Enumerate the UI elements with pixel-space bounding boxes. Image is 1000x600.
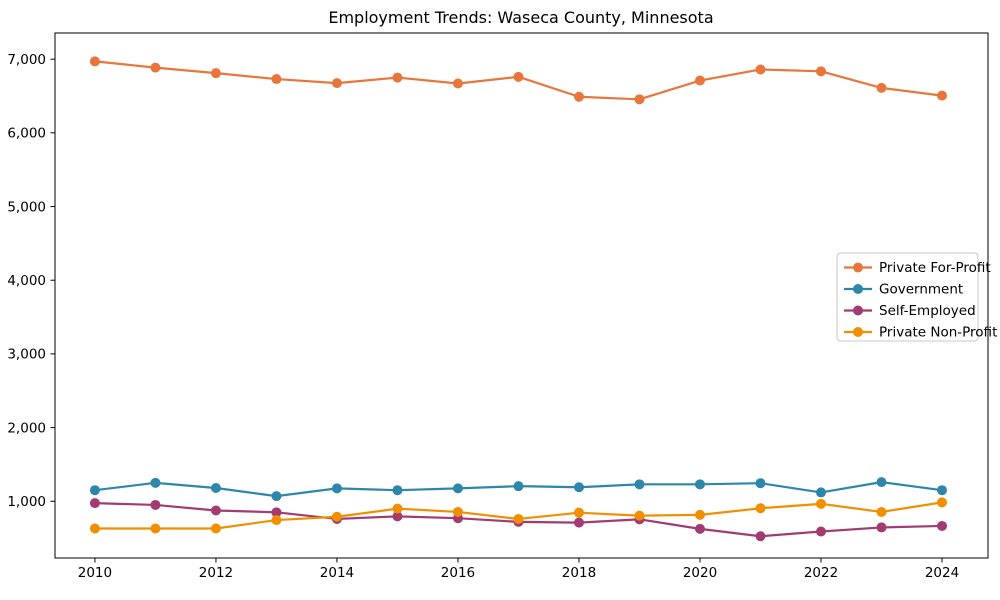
data-point-marker[interactable] — [513, 481, 524, 492]
axes: 1,000 2,000 3,000 4,000 5,000 6,000 7,000 2010 2… — [7, 32, 989, 581]
legend-marker-icon — [853, 262, 863, 273]
data-point-marker[interactable] — [331, 511, 342, 522]
legend-label: Private Non-Profit — [879, 325, 997, 341]
legend-entry[interactable]: Private Non-Profit — [844, 325, 997, 341]
data-point-marker[interactable] — [392, 485, 403, 496]
data-point-marker[interactable] — [816, 66, 827, 77]
data-point-marker[interactable] — [876, 522, 887, 533]
data-point-marker[interactable] — [271, 74, 282, 85]
legend-label: Private For-Profit — [879, 260, 991, 276]
data-point-marker[interactable] — [694, 479, 705, 490]
data-point-marker[interactable] — [694, 75, 705, 86]
data-point-marker[interactable] — [876, 477, 887, 488]
legend-label: Government — [879, 282, 963, 298]
legend-marker-icon — [853, 284, 863, 294]
data-point-marker[interactable] — [210, 505, 221, 516]
legend-marker-icon — [853, 305, 863, 316]
data-point-marker[interactable] — [89, 523, 100, 534]
x-tick-label: 2022 — [804, 565, 838, 581]
data-point-marker[interactable] — [694, 509, 705, 520]
legend-entry[interactable]: Self-Employed — [844, 303, 976, 319]
series-government — [89, 477, 948, 502]
data-point-marker[interactable] — [150, 523, 161, 534]
data-point-marker[interactable] — [634, 510, 645, 521]
data-point-marker[interactable] — [513, 71, 524, 82]
y-tick-label: 6,000 — [7, 126, 46, 142]
y-tick-label: 2,000 — [7, 420, 46, 436]
data-point-marker[interactable] — [937, 497, 948, 508]
data-point-marker[interactable] — [694, 523, 705, 534]
data-point-marker[interactable] — [452, 506, 463, 517]
data-point-marker[interactable] — [816, 498, 827, 509]
data-point-marker[interactable] — [937, 90, 948, 101]
legend-label: Self-Employed — [879, 303, 976, 319]
y-tick-label: 4,000 — [7, 273, 46, 289]
data-point-marker[interactable] — [452, 78, 463, 89]
chart-title: Employment Trends: Waseca County, Minnes… — [328, 8, 713, 27]
data-point-marker[interactable] — [89, 485, 100, 496]
data-point-marker[interactable] — [876, 506, 887, 517]
data-point-marker[interactable] — [210, 68, 221, 79]
x-tick-label: 2012 — [199, 565, 233, 581]
legend-entry[interactable]: Government — [844, 282, 963, 298]
data-point-marker[interactable] — [89, 56, 100, 67]
x-tick-label: 2016 — [441, 565, 475, 581]
data-point-marker[interactable] — [331, 78, 342, 89]
data-point-marker[interactable] — [513, 513, 524, 524]
data-point-marker[interactable] — [210, 523, 221, 534]
data-point-marker[interactable] — [755, 64, 766, 75]
data-point-marker[interactable] — [150, 62, 161, 73]
legend-box — [836, 252, 979, 342]
series-private-non-profit — [89, 497, 948, 534]
legend: Private For-Profit Government Self-Employe… — [836, 252, 997, 342]
data-point-marker[interactable] — [634, 94, 645, 105]
y-tick-label: 3,000 — [7, 347, 46, 363]
plot-border — [54, 32, 989, 559]
data-point-marker[interactable] — [150, 477, 161, 488]
data-point-marker[interactable] — [331, 483, 342, 494]
data-point-marker[interactable] — [937, 485, 948, 496]
data-point-marker[interactable] — [573, 91, 584, 102]
data-point-marker[interactable] — [816, 526, 827, 537]
data-point-marker[interactable] — [937, 520, 948, 531]
data-point-marker[interactable] — [271, 515, 282, 526]
legend-entry[interactable]: Private For-Profit — [844, 260, 991, 276]
data-series — [89, 56, 948, 542]
data-point-marker[interactable] — [573, 517, 584, 528]
data-point-marker[interactable] — [89, 498, 100, 509]
x-tick-label: 2014 — [320, 565, 354, 581]
x-tick-label: 2024 — [925, 565, 959, 581]
y-tick-label: 1,000 — [7, 494, 46, 510]
data-point-marker[interactable] — [392, 503, 403, 514]
data-point-marker[interactable] — [634, 479, 645, 490]
data-point-marker[interactable] — [210, 483, 221, 493]
data-point-marker[interactable] — [452, 483, 463, 494]
data-point-marker[interactable] — [271, 491, 282, 502]
data-point-marker[interactable] — [392, 511, 403, 522]
data-point-marker[interactable] — [755, 531, 766, 542]
data-point-marker[interactable] — [573, 507, 584, 518]
data-point-marker[interactable] — [392, 72, 403, 83]
data-point-marker[interactable] — [573, 482, 584, 493]
data-point-marker[interactable] — [150, 499, 161, 510]
x-tick-label: 2020 — [683, 565, 717, 581]
x-tick-label: 2010 — [78, 565, 112, 581]
y-tick-label: 5,000 — [7, 199, 46, 215]
data-point-marker[interactable] — [816, 487, 827, 498]
data-point-marker[interactable] — [271, 507, 282, 518]
y-tick-label: 7,000 — [7, 52, 46, 68]
x-tick-label: 2018 — [562, 565, 596, 581]
series-private-for-profit — [89, 56, 948, 105]
data-point-marker[interactable] — [755, 503, 766, 514]
data-point-marker[interactable] — [876, 82, 887, 93]
legend-marker-icon — [853, 327, 863, 337]
data-point-marker[interactable] — [755, 478, 766, 489]
